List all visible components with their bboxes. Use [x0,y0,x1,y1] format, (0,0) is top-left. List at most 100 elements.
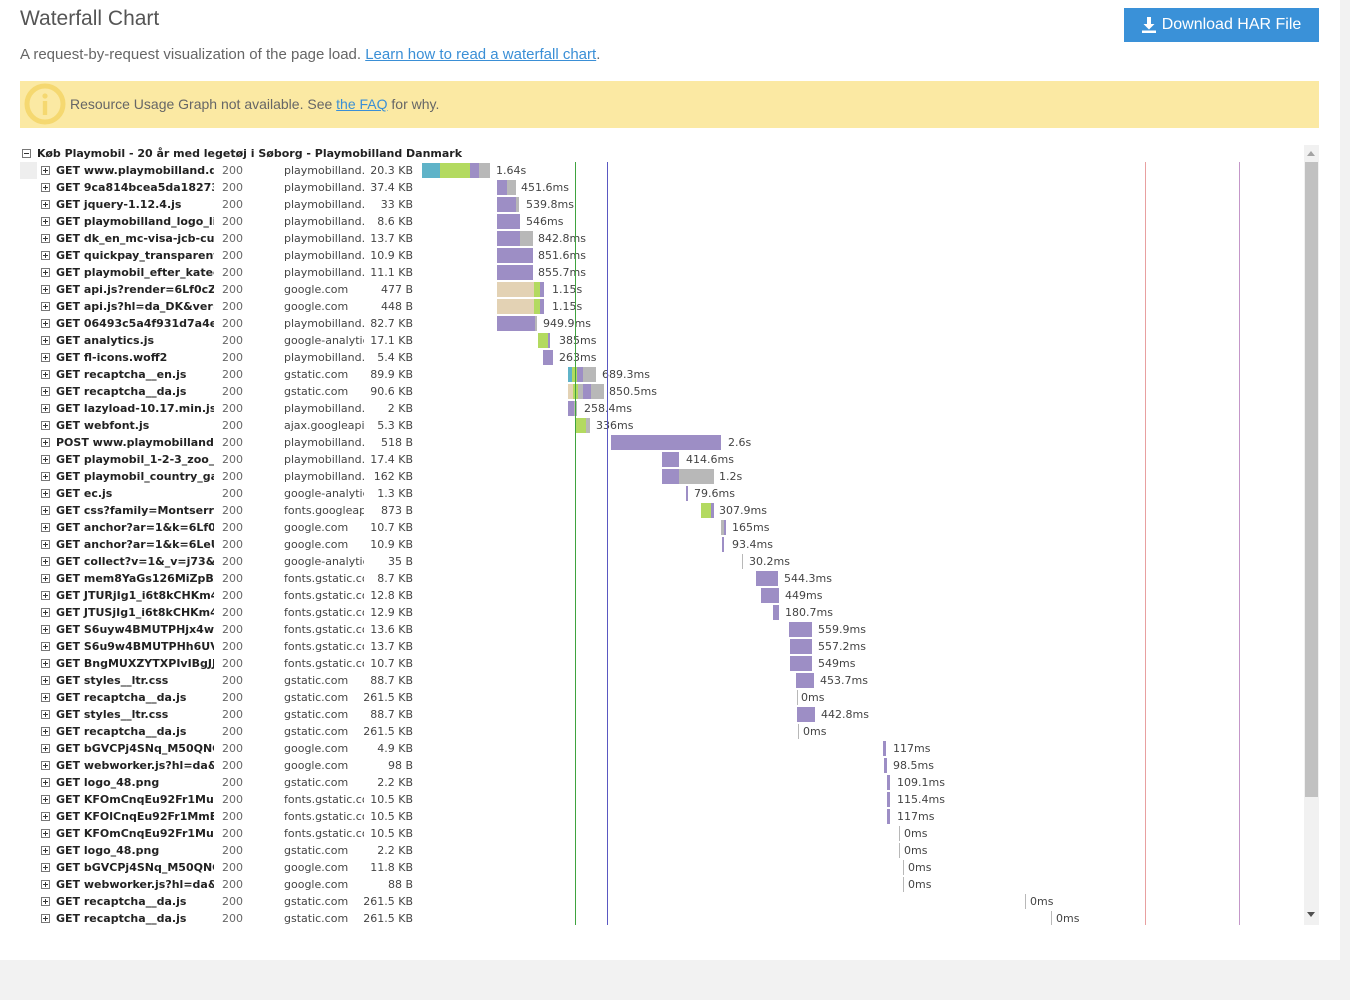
download-har-button[interactable]: Download HAR File [1124,8,1319,42]
request-row[interactable]: GET api.js?hl=da_DK&ver=5 200 google.com 44… [20,298,1305,315]
expand-icon[interactable] [41,421,50,430]
expand-icon[interactable] [41,489,50,498]
expand-icon[interactable] [41,370,50,379]
expand-icon[interactable] [41,404,50,413]
expand-icon[interactable] [41,897,50,906]
request-row[interactable]: GET bGVCPj4SNq_M50QNC4 200 google.com 4.9 K… [20,740,1305,757]
expand-icon[interactable] [41,812,50,821]
expand-icon[interactable] [41,251,50,260]
request-row[interactable]: GET fl-icons.woff2 200 playmobilland.dk 5.4… [20,349,1305,366]
request-row[interactable]: GET www.playmobilland.dk 200 playmobilland… [20,162,1305,179]
page-group-row[interactable]: Køb Playmobil - 20 år med legetøj i Søbo… [22,146,462,160]
request-row[interactable]: GET webfont.js 200 ajax.googleapis. 5.3 KB 3… [20,417,1305,434]
expand-icon[interactable] [41,455,50,464]
request-row[interactable]: GET S6u9w4BMUTPHh6UVSw 200 fonts.gstatic.c… [20,638,1305,655]
expand-icon[interactable] [41,387,50,396]
request-row[interactable]: GET css?family=Montserrat: 200 fonts.googl… [20,502,1305,519]
expand-icon[interactable] [41,302,50,311]
request-row[interactable]: POST www.playmobilland.dk 200 playmobillan… [20,434,1305,451]
request-row[interactable]: GET webworker.js?hl=da&v= 200 google.com 98… [20,757,1305,774]
request-row[interactable]: GET playmobil_efter_katego 200 playmobilla… [20,264,1305,281]
request-row[interactable]: GET jquery-1.12.4.js 200 playmobilland.dk 3… [20,196,1305,213]
request-row[interactable]: GET ec.js 200 google-analytics 1.3 KB 79.6ms [20,485,1305,502]
request-row[interactable]: GET recaptcha__da.js 200 gstatic.com 261.5 … [20,689,1305,706]
expand-icon[interactable] [41,285,50,294]
expand-icon[interactable] [41,778,50,787]
expand-icon[interactable] [41,353,50,362]
expand-icon[interactable] [41,914,50,923]
request-row[interactable]: GET recaptcha__da.js 200 gstatic.com 261.5 … [20,910,1305,925]
expand-icon[interactable] [41,336,50,345]
expand-icon[interactable] [41,693,50,702]
collapse-icon[interactable] [22,148,31,158]
expand-icon[interactable] [41,744,50,753]
request-row[interactable]: GET recaptcha__da.js 200 gstatic.com 261.5 … [20,723,1305,740]
expand-icon[interactable] [41,710,50,719]
request-row[interactable]: GET 9ca814bcea5da18273bb 200 playmobilland… [20,179,1305,196]
request-row[interactable]: GET playmobilland_logo_lille 200 playmobil… [20,213,1305,230]
expand-icon[interactable] [41,642,50,651]
request-row[interactable]: GET anchor?ar=1&k=6LeUtz 200 google.com 10.… [20,536,1305,553]
faq-link[interactable]: the FAQ [336,96,388,112]
expand-icon[interactable] [41,829,50,838]
request-row[interactable]: GET lazyload-10.17.min.js 200 playmobillan… [20,400,1305,417]
expand-icon[interactable] [41,880,50,889]
expand-icon[interactable] [41,795,50,804]
expand-icon[interactable] [41,438,50,447]
request-row[interactable]: GET JTUSjIg1_i6t8kCHKm45 200 fonts.gstatic… [20,604,1305,621]
expand-icon[interactable] [41,200,50,209]
request-row[interactable]: GET KFOmCnqEu92Fr1Mu4m 200 fonts.gstatic.c… [20,791,1305,808]
request-row[interactable]: GET playmobil_country_gaar 200 playmobilla… [20,468,1305,485]
request-row[interactable]: GET logo_48.png 200 gstatic.com 2.2 KB 109.1… [20,774,1305,791]
expand-icon[interactable] [41,472,50,481]
expand-icon[interactable] [41,217,50,226]
expand-icon[interactable] [41,846,50,855]
expand-icon[interactable] [41,574,50,583]
expand-icon[interactable] [41,676,50,685]
scroll-down-arrow-icon[interactable] [1307,912,1315,917]
request-row[interactable]: GET KFOlCnqEu92Fr1MmEU9 200 fonts.gstatic.… [20,808,1305,825]
scroll-thumb[interactable] [1305,162,1318,797]
request-row[interactable]: GET mem8YaGs126MiZpBA-U 200 fonts.gstatic.… [20,570,1305,587]
learn-waterfall-link[interactable]: Learn how to read a waterfall chart [365,46,597,63]
scroll-up-arrow-icon[interactable] [1307,151,1315,156]
expand-icon[interactable] [41,608,50,617]
request-row[interactable]: GET styles__ltr.css 200 gstatic.com 88.7 KB… [20,706,1305,723]
request-row[interactable]: GET recaptcha__da.js 200 gstatic.com 90.6 K… [20,383,1305,400]
request-row[interactable]: GET collect?v=1&_v=j73&ai 200 google-analy… [20,553,1305,570]
request-row[interactable]: GET analytics.js 200 google-analytics 17.1 … [20,332,1305,349]
request-row[interactable]: GET JTURjIg1_i6t8kCHKm45 200 fonts.gstatic… [20,587,1305,604]
request-row[interactable]: GET S6uyw4BMUTPHjx4wXiW 200 fonts.gstatic.… [20,621,1305,638]
expand-icon[interactable] [41,540,50,549]
expand-icon[interactable] [41,268,50,277]
expand-icon[interactable] [41,183,50,192]
request-row[interactable]: GET recaptcha__da.js 200 gstatic.com 261.5 … [20,893,1305,910]
expand-icon[interactable] [41,234,50,243]
expand-icon[interactable] [41,727,50,736]
waterfall-scrollbar[interactable] [1304,145,1319,925]
request-row[interactable]: GET webworker.js?hl=da&v= 200 google.com 88… [20,876,1305,893]
request-row[interactable]: GET 06493c5a4f931d7a4e1e 200 playmobilland… [20,315,1305,332]
request-row[interactable]: GET dk_en_mc-visa-jcb-cup- 200 playmobilla… [20,230,1305,247]
expand-icon[interactable] [41,591,50,600]
expand-icon[interactable] [41,166,50,175]
expand-icon[interactable] [41,863,50,872]
expand-icon[interactable] [41,557,50,566]
request-row[interactable]: GET api.js?render=6Lf0cZAU 200 google.com 4… [20,281,1305,298]
expand-icon[interactable] [41,319,50,328]
expand-icon[interactable] [41,761,50,770]
request-row[interactable]: GET styles__ltr.css 200 gstatic.com 88.7 KB… [20,672,1305,689]
request-row[interactable]: GET recaptcha__en.js 200 gstatic.com 89.9 K… [20,366,1305,383]
expand-icon[interactable] [41,506,50,515]
request-duration: 414.6ms [686,453,734,466]
request-row[interactable]: GET BngMUXZYTXPIvIBgJJS 200 fonts.gstatic.… [20,655,1305,672]
request-row[interactable]: GET quickpay_transparent-3 200 playmobilla… [20,247,1305,264]
request-row[interactable]: GET bGVCPj4SNq_M50QNC4 200 google.com 11.8 … [20,859,1305,876]
request-row[interactable]: GET playmobil_1-2-3_zoo_ba 200 playmobilla… [20,451,1305,468]
request-row[interactable]: GET anchor?ar=1&k=6Lf0cZ 200 google.com 10.… [20,519,1305,536]
request-row[interactable]: GET KFOmCnqEu92Fr1Mu4m 200 fonts.gstatic.c… [20,825,1305,842]
request-row[interactable]: GET logo_48.png 200 gstatic.com 2.2 KB 0ms [20,842,1305,859]
expand-icon[interactable] [41,625,50,634]
expand-icon[interactable] [41,523,50,532]
expand-icon[interactable] [41,659,50,668]
